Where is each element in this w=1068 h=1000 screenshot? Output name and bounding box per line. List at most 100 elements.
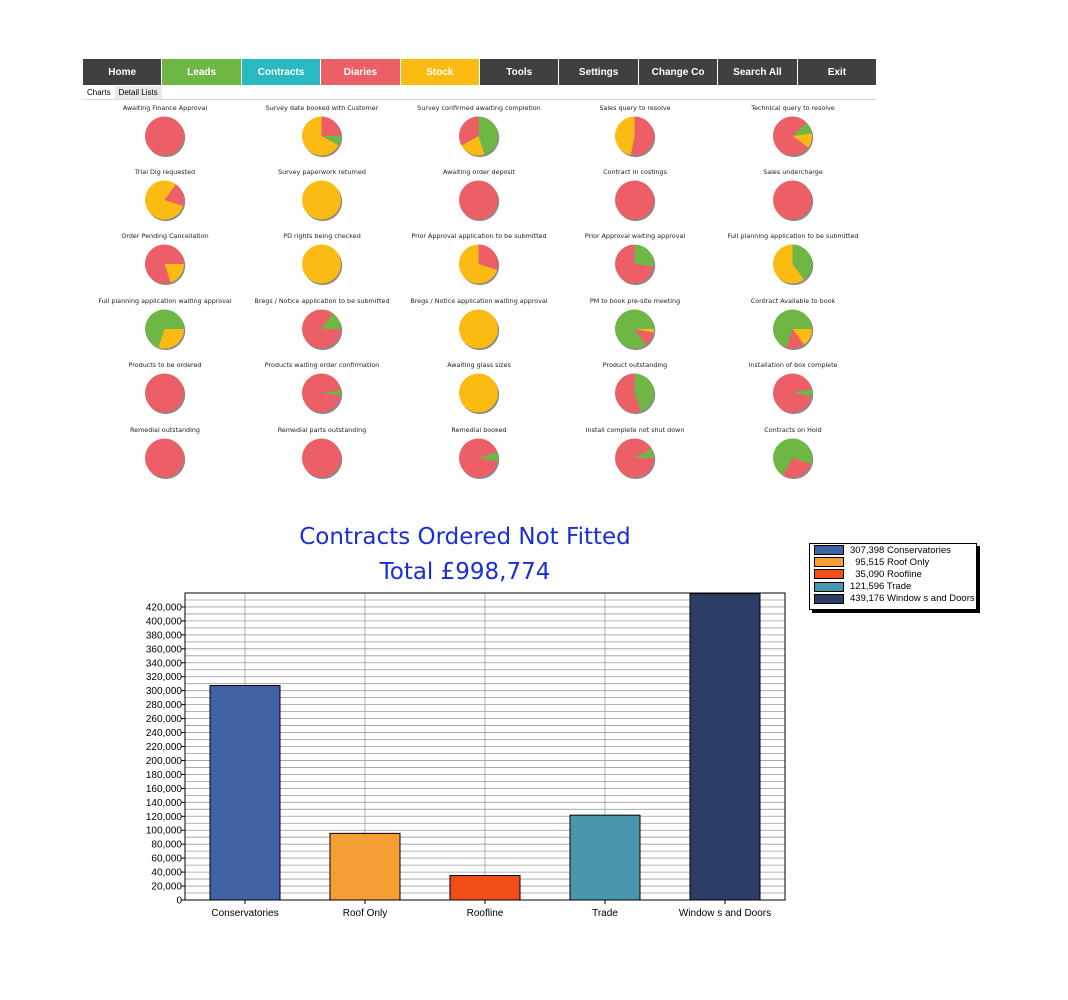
pie-chart-title: Awaiting glass sizes	[447, 361, 511, 369]
pie-chart-card[interactable]: Contract in costings	[557, 168, 713, 232]
pie-chart-title: Trial Dig requested	[134, 168, 196, 176]
legend-item: 35,090 Roofline	[810, 568, 976, 580]
pie-chart	[459, 438, 500, 480]
pie-slice	[302, 309, 341, 349]
nav-stock[interactable]: Stock	[400, 59, 481, 85]
y-tick-label: 140,000	[146, 798, 183, 809]
pie-chart-card[interactable]: Contracts on Hold	[715, 426, 871, 490]
pie-slice	[158, 329, 184, 349]
pie-chart	[302, 373, 343, 415]
pie-chart-title: Awaiting order deposit	[442, 168, 516, 176]
pie-slice	[145, 244, 171, 284]
pie-chart-title: Products waiting order confirmation	[264, 361, 380, 369]
pie-chart-card[interactable]: Awaiting glass sizes	[401, 361, 557, 425]
pie-chart-card[interactable]: PM to book pre-site meeting	[557, 297, 713, 361]
pie-chart-card[interactable]: Survey paperwork returned	[244, 168, 400, 232]
pie-chart-card[interactable]: Awaiting order deposit	[401, 168, 557, 232]
pie-chart-card[interactable]: Technical query to resolve	[715, 104, 871, 168]
pie-slice	[459, 309, 498, 349]
pie-chart	[459, 309, 500, 351]
pie-chart-card[interactable]: Sales undercharge	[715, 168, 871, 232]
pie-slice	[630, 116, 654, 156]
pie-slice	[164, 244, 184, 264]
pie-chart	[615, 244, 656, 286]
pie-slice	[145, 438, 184, 478]
pie-slice	[478, 438, 498, 458]
pie-chart-card[interactable]: Bregs / Notice application waiting appro…	[401, 297, 557, 361]
pie-chart-card[interactable]: Bregs / Notice application to be submitt…	[244, 297, 400, 361]
tab-detail-lists[interactable]: Detail Lists	[114, 86, 162, 99]
pie-chart	[302, 116, 343, 158]
pie-chart-title: Remedial outstanding	[129, 426, 200, 434]
nav-settings[interactable]: Settings	[559, 59, 639, 85]
pie-slice	[773, 438, 793, 476]
pie-chart-card[interactable]: Prior Approval application to be submitt…	[401, 232, 557, 296]
y-tick-label: 120,000	[146, 812, 183, 823]
y-tick-label: 0	[176, 896, 182, 907]
tab-charts[interactable]: Charts	[83, 86, 115, 99]
x-tick-label: Window s and Doors	[679, 908, 771, 919]
nav-change-co[interactable]: Change Co	[638, 59, 719, 85]
pie-chart-card[interactable]: Install complete not shut down	[557, 426, 713, 490]
pie-slice	[773, 373, 812, 413]
pie-slice	[792, 373, 812, 393]
legend-item: 121,596 Trade	[810, 581, 976, 593]
pie-slice	[164, 264, 184, 283]
pie-chart-card[interactable]: Trial Dig requested	[87, 168, 243, 232]
pie-chart	[302, 244, 343, 286]
bar-roofline	[449, 875, 521, 901]
pie-chart-title: Installation of box complete	[748, 361, 838, 369]
pie-chart-card[interactable]: Order Pending Cancellation	[87, 232, 243, 296]
pie-chart-title: Prior Approval application to be submitt…	[411, 232, 547, 240]
pie-chart	[773, 180, 814, 222]
pie-slice	[302, 373, 341, 413]
plot-border	[184, 592, 786, 901]
nav-leads[interactable]: Leads	[162, 59, 242, 85]
pie-chart-card[interactable]: Product outstanding	[557, 361, 713, 425]
pie-chart-card[interactable]: Installation of box complete	[715, 361, 871, 425]
pie-chart-card[interactable]: Remedial booked	[401, 426, 557, 490]
nav-search-all[interactable]: Search All	[718, 59, 798, 85]
pie-chart-card[interactable]: Prior Approval waiting approval	[557, 232, 713, 296]
pie-chart-title: PM to book pre-site meeting	[589, 297, 681, 305]
y-tick-label: 100,000	[146, 826, 183, 837]
pie-slice	[321, 136, 341, 146]
pie-chart-title: Sales undercharge	[763, 168, 823, 176]
pie-chart-card[interactable]: Full planning application waiting approv…	[87, 297, 243, 361]
pie-chart-card[interactable]: Products waiting order confirmation	[244, 361, 400, 425]
pie-chart-card[interactable]: Survey date booked with Customer	[244, 104, 400, 168]
pie-chart-card[interactable]: PD rights being checked	[244, 232, 400, 296]
legend-label: 121,596 Trade	[850, 581, 912, 593]
pie-slice	[478, 244, 498, 271]
pie-slice	[459, 438, 498, 478]
nav-diaries[interactable]: Diaries	[321, 59, 401, 85]
nav-contracts[interactable]: Contracts	[241, 59, 322, 85]
pie-chart-card[interactable]: Remedial outstanding	[87, 426, 243, 490]
pie-chart-card[interactable]: Remedial parts outstanding	[244, 426, 400, 490]
pie-chart	[615, 180, 656, 222]
pie-slice	[615, 116, 635, 156]
pie-slice	[321, 313, 341, 329]
pie-chart-card[interactable]: Full planning application to be submitte…	[715, 232, 871, 296]
nav-exit[interactable]: Exit	[797, 59, 877, 85]
y-tick-label: 20,000	[151, 882, 182, 893]
pie-slice	[634, 448, 654, 458]
pie-chart-card[interactable]: Awaiting Finance Approval	[87, 104, 243, 168]
legend-label: 307,398 Conservatories	[850, 544, 951, 556]
legend-item: 439,176 Window s and Doors	[810, 593, 976, 605]
y-tick-label: 380,000	[146, 630, 183, 641]
nav-tools[interactable]: Tools	[480, 59, 560, 85]
x-tick-label: Roofline	[467, 908, 504, 919]
pie-slice	[773, 244, 804, 284]
nav-home[interactable]: Home	[83, 59, 163, 85]
pie-chart-card[interactable]: Products to be ordered	[87, 361, 243, 425]
pie-slice	[634, 438, 652, 458]
pie-chart	[145, 373, 186, 415]
pie-chart-card[interactable]: Survey confirmed awaiting completion	[401, 104, 557, 168]
legend-item: 307,398 Conservatories	[810, 544, 976, 556]
pie-chart-card[interactable]: Sales query to resolve	[557, 104, 713, 168]
pie-chart	[459, 180, 500, 222]
pie-slice	[459, 116, 479, 146]
pie-chart-card[interactable]: Contract Available to book	[715, 297, 871, 361]
pie-chart	[145, 244, 186, 286]
